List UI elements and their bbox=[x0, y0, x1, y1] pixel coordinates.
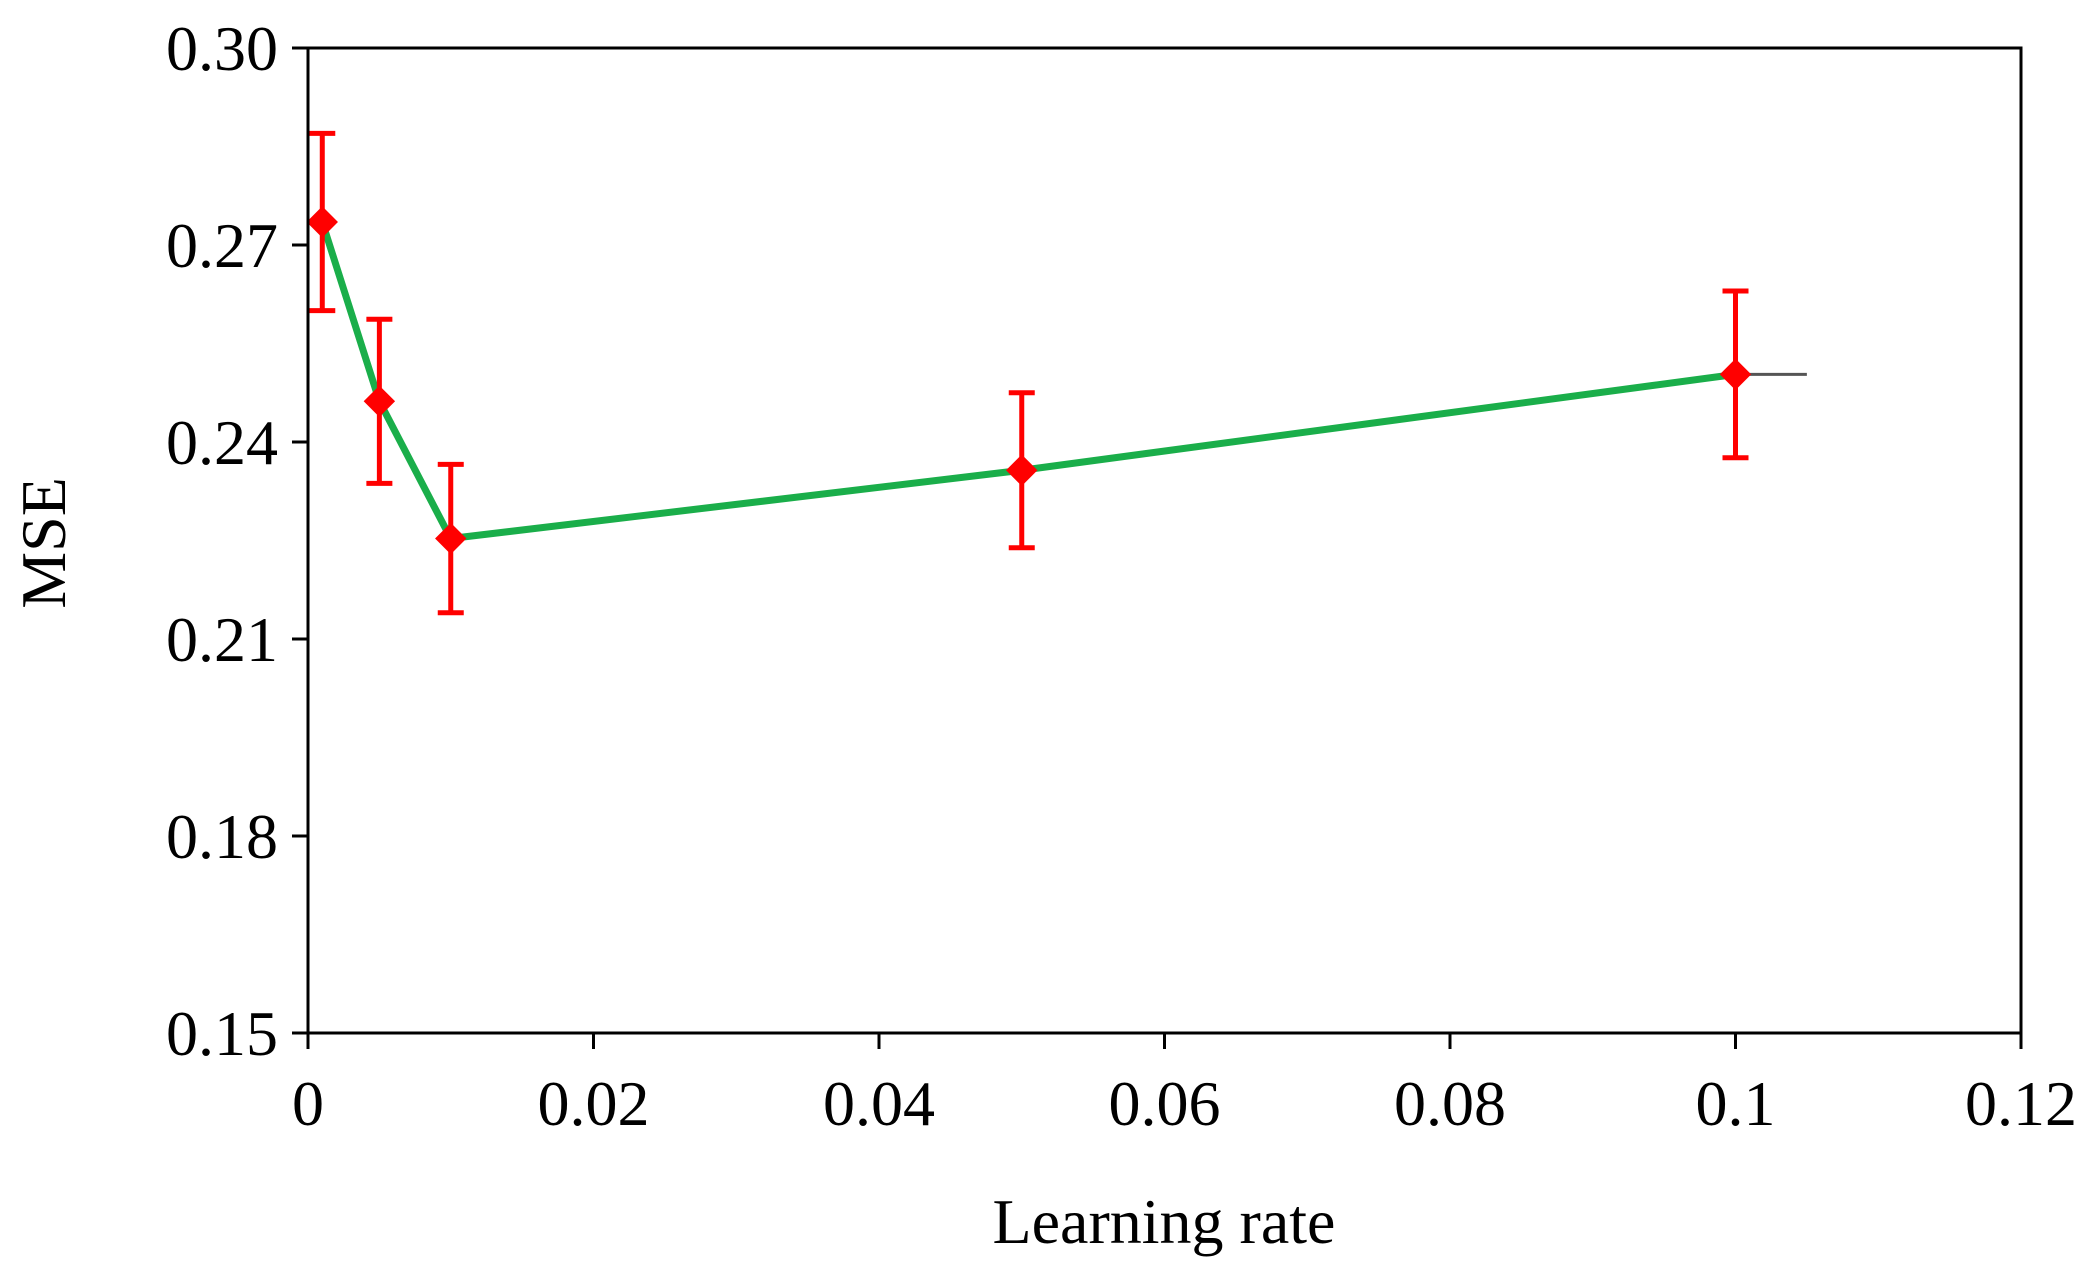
x-tick-label: 0 bbox=[292, 1068, 324, 1139]
y-tick-label: 0.30 bbox=[166, 13, 278, 84]
data-point bbox=[1006, 454, 1038, 486]
x-tick-label: 0.12 bbox=[1965, 1068, 2077, 1139]
data-point bbox=[1719, 358, 1752, 391]
y-axis-title: MSE bbox=[8, 477, 79, 609]
data-point bbox=[363, 385, 396, 417]
data-point bbox=[435, 522, 467, 555]
y-tick-label: 0.27 bbox=[166, 210, 278, 281]
x-axis-title: Learning rate bbox=[993, 1186, 1336, 1257]
x-tick-label: 0.02 bbox=[538, 1068, 650, 1139]
x-tick-label: 0.04 bbox=[823, 1068, 935, 1139]
y-tick-label: 0.18 bbox=[166, 801, 278, 872]
y-tick-label: 0.21 bbox=[166, 604, 278, 675]
y-tick-label: 0.15 bbox=[166, 998, 278, 1069]
x-tick-label: 0.08 bbox=[1394, 1068, 1506, 1139]
data-point bbox=[306, 206, 338, 238]
y-tick-label: 0.24 bbox=[166, 407, 278, 478]
x-tick-label: 0.06 bbox=[1109, 1068, 1221, 1139]
x-tick-label: 0.1 bbox=[1696, 1068, 1776, 1139]
